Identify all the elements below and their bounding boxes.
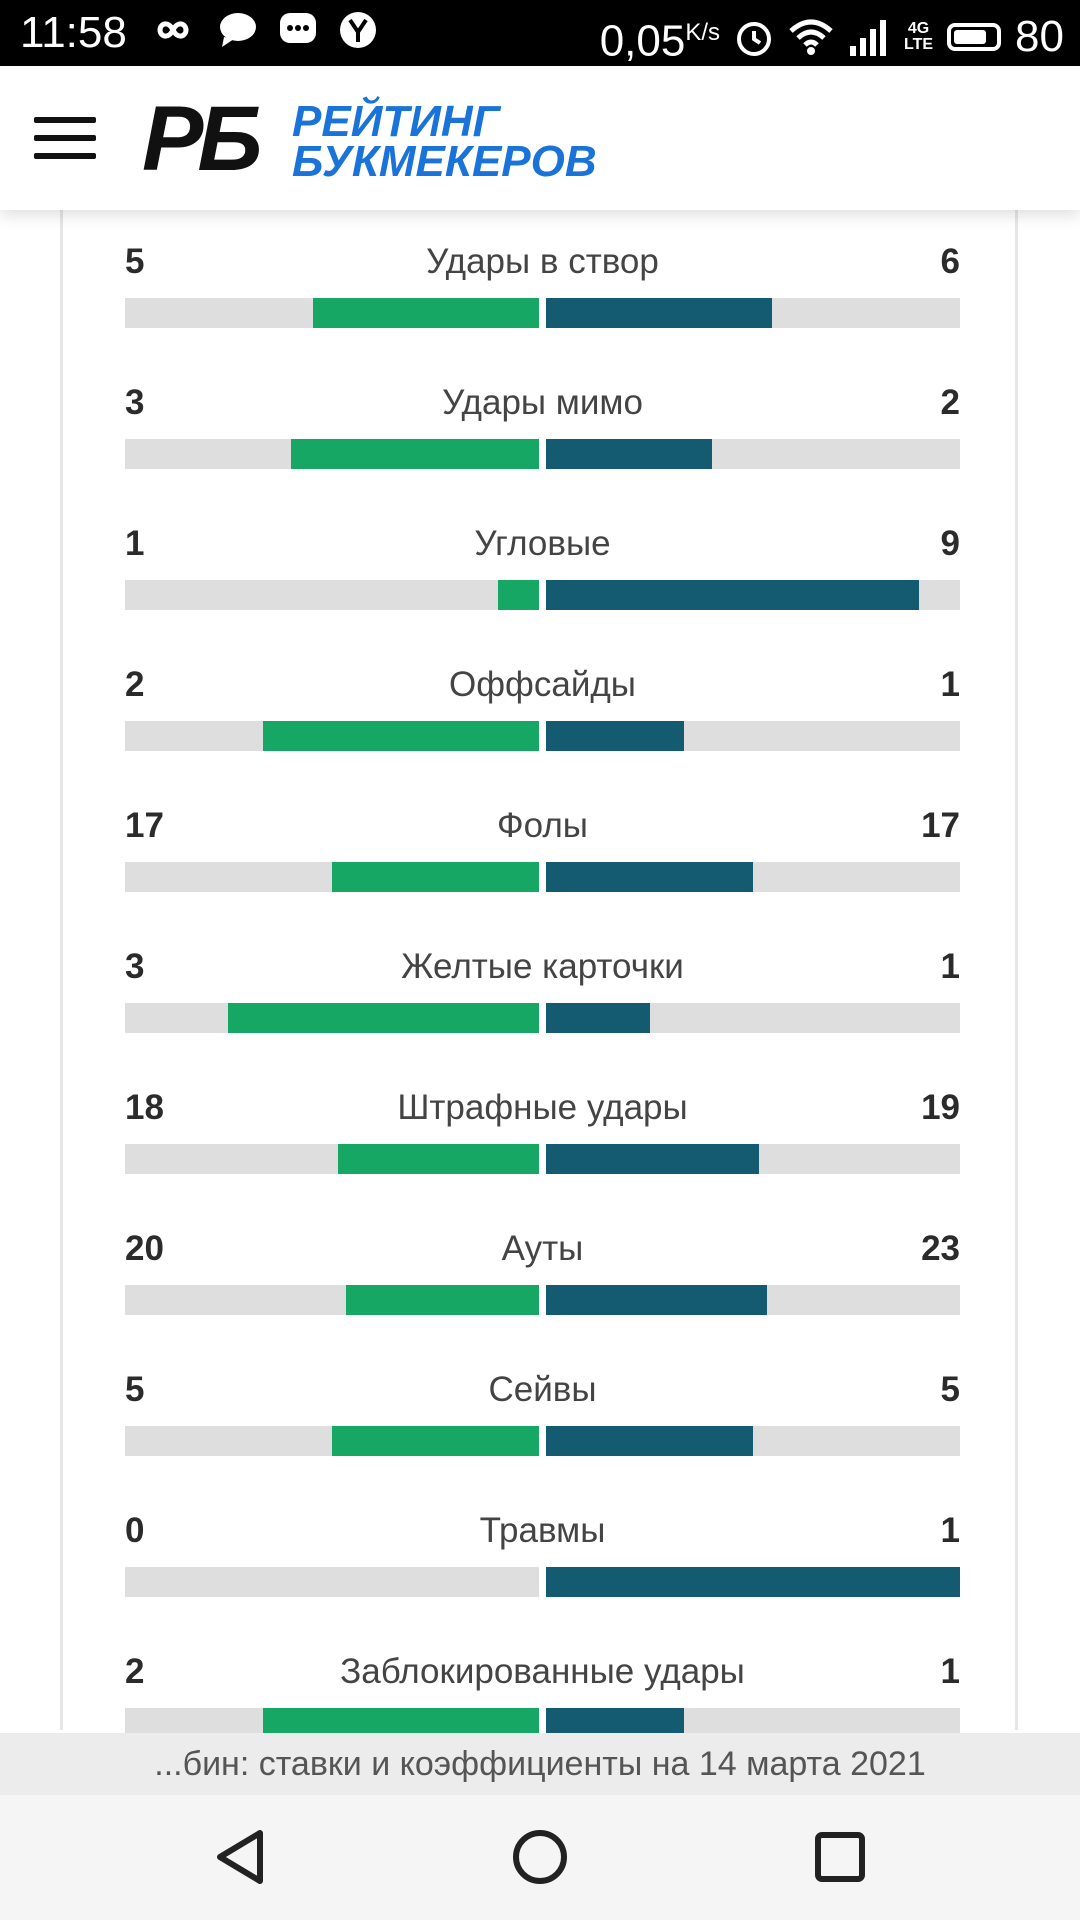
menu-icon[interactable] xyxy=(34,117,96,159)
wifi-icon xyxy=(789,19,833,56)
stat-bar-away xyxy=(546,1567,960,1597)
stat-bar xyxy=(125,1567,960,1597)
stat-away-value: 1 xyxy=(940,665,960,704)
stat-label: Фолы xyxy=(497,806,588,845)
stat-label: Штрафные удары xyxy=(397,1088,688,1127)
stat-home-value: 3 xyxy=(125,383,145,422)
stat-row: Угловые 1 9 xyxy=(125,522,960,632)
stat-bar-home xyxy=(263,721,539,751)
stat-away-value: 23 xyxy=(921,1229,960,1268)
chat-bubble-icon xyxy=(220,13,256,47)
stat-label: Ауты xyxy=(501,1229,584,1268)
logo-text[interactable]: РЕЙТИНГ БУКМЕКЕРОВ xyxy=(292,97,597,186)
stat-bar-track-home xyxy=(125,1567,539,1597)
stat-bar-home xyxy=(332,862,539,892)
stat-label: Удары в створ xyxy=(426,242,659,281)
stat-bar xyxy=(125,1426,960,1456)
stat-home-value: 17 xyxy=(125,806,164,845)
stat-home-value: 2 xyxy=(125,1652,145,1691)
stat-row: Фолы 17 17 xyxy=(125,804,960,914)
bottom-banner[interactable]: ...бин: ставки и коэффициенты на 14 март… xyxy=(0,1733,1080,1795)
message-dots-icon xyxy=(280,13,316,43)
stat-bar-away xyxy=(546,439,712,469)
stat-away-value: 5 xyxy=(940,1370,960,1409)
stat-row: Удары в створ 5 6 xyxy=(125,240,960,350)
stat-away-value: 17 xyxy=(921,806,960,845)
navigation-bar xyxy=(0,1795,1080,1920)
stat-away-value: 1 xyxy=(940,947,960,986)
site-header: РБ РЕЙТИНГ БУКМЕКЕРОВ xyxy=(0,66,1080,210)
home-icon[interactable] xyxy=(508,1825,572,1889)
stat-bar xyxy=(125,1285,960,1315)
stat-label: Заблокированные удары xyxy=(340,1652,745,1691)
stat-bar xyxy=(125,580,960,610)
infinity-icon xyxy=(157,21,189,39)
yandex-icon xyxy=(340,12,376,48)
stat-away-value: 2 xyxy=(940,383,960,422)
stat-bar xyxy=(125,1144,960,1174)
stat-row: Желтые карточки 3 1 xyxy=(125,945,960,1055)
stat-bar-away xyxy=(546,1426,753,1456)
stat-row: Травмы 0 1 xyxy=(125,1509,960,1619)
battery-icon xyxy=(947,23,1002,52)
stat-home-value: 18 xyxy=(125,1088,164,1127)
stat-away-value: 1 xyxy=(940,1511,960,1550)
stat-bar xyxy=(125,862,960,892)
recent-apps-icon[interactable] xyxy=(808,1825,872,1889)
stat-label: Угловые xyxy=(474,524,611,563)
status-bar: 11:58 0,05K/s xyxy=(0,0,1080,66)
stat-home-value: 0 xyxy=(125,1511,145,1550)
stat-bar xyxy=(125,721,960,751)
stat-label: Желтые карточки xyxy=(401,947,684,986)
stat-bar-away xyxy=(546,1144,759,1174)
status-time: 11:58 xyxy=(20,8,127,57)
stat-bar-home xyxy=(332,1426,539,1456)
stat-bar xyxy=(125,1003,960,1033)
stat-bar-away xyxy=(546,580,919,610)
stat-label: Оффсайды xyxy=(449,665,636,704)
stat-away-value: 9 xyxy=(940,524,960,563)
notification-icons xyxy=(148,10,378,50)
stat-home-value: 3 xyxy=(125,947,145,986)
stat-bar xyxy=(125,298,960,328)
stat-bar-home xyxy=(346,1285,539,1315)
stat-row: Удары мимо 3 2 xyxy=(125,381,960,491)
stat-home-value: 5 xyxy=(125,1370,145,1409)
stat-row: Штрафные удары 18 19 xyxy=(125,1086,960,1196)
match-stats-card: Удары в створ 5 6 Удары мимо 3 2 Угловые 1 9 Оффс… xyxy=(60,150,1018,1738)
stat-bar xyxy=(125,439,960,469)
stat-row: Ауты 20 23 xyxy=(125,1227,960,1337)
stat-label: Удары мимо xyxy=(442,383,643,422)
stat-bar-home xyxy=(498,580,539,610)
stat-home-value: 20 xyxy=(125,1229,164,1268)
logo-mark[interactable]: РБ xyxy=(142,88,262,190)
stat-home-value: 1 xyxy=(125,524,145,563)
stat-label: Сейвы xyxy=(488,1370,597,1409)
battery-level: 80 xyxy=(1015,12,1064,62)
signal-icon xyxy=(850,20,887,57)
stat-bar-track-home xyxy=(125,580,539,610)
network-type: 4G LTE xyxy=(904,20,934,54)
stat-bar-away xyxy=(546,721,684,751)
stat-away-value: 1 xyxy=(940,1652,960,1691)
stat-bar-home xyxy=(228,1003,539,1033)
stat-home-value: 5 xyxy=(125,242,145,281)
stat-bar-home xyxy=(313,298,539,328)
battery-fill xyxy=(954,30,987,45)
stat-bar-away xyxy=(546,1285,767,1315)
stat-row: Сейвы 5 5 xyxy=(125,1368,960,1478)
stat-home-value: 2 xyxy=(125,665,145,704)
stat-row: Оффсайды 2 1 xyxy=(125,663,960,773)
alarm-icon xyxy=(737,22,772,57)
stat-bar-home xyxy=(291,439,539,469)
stat-away-value: 6 xyxy=(940,242,960,281)
network-speed: 0,05K/s xyxy=(599,16,721,66)
stat-away-value: 19 xyxy=(921,1088,960,1127)
stat-bar-away xyxy=(546,1003,650,1033)
back-icon[interactable] xyxy=(210,1825,274,1889)
stat-bar-away xyxy=(546,862,753,892)
stat-bar-home xyxy=(338,1144,539,1174)
stat-bar-away xyxy=(546,298,772,328)
stat-label: Травмы xyxy=(479,1511,606,1550)
